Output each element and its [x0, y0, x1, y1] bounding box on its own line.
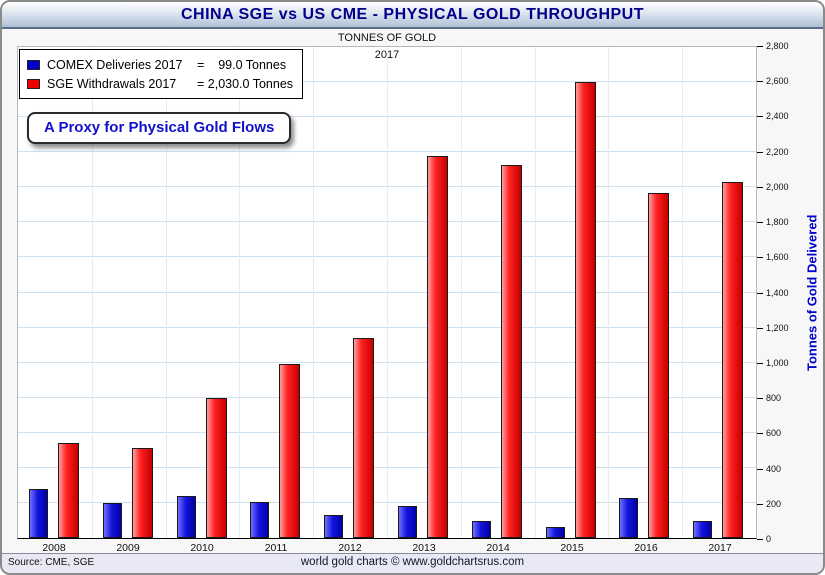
y-tick-1000: 1,000 [757, 357, 789, 368]
legend-label: COMEX Deliveries 2017 [47, 57, 183, 72]
y-tick-2400: 2,400 [757, 111, 789, 122]
y-tick-2600: 2,600 [757, 76, 789, 87]
bar-sge-2008 [57, 443, 79, 538]
gridline-v [239, 47, 241, 538]
callout-text: A Proxy for Physical Gold Flows [44, 119, 275, 136]
y-tick-2200: 2,200 [757, 146, 789, 157]
credit-note: world gold charts © www.goldchartsrus.co… [300, 556, 525, 568]
callout-box: A Proxy for Physical Gold Flows [27, 112, 292, 144]
gridline-v [387, 47, 388, 538]
y-tick-400: 400 [756, 463, 782, 474]
gridline-v [91, 47, 93, 538]
legend-value: = 99.0 Tonnes [197, 57, 287, 72]
bar-comex-2009 [102, 502, 122, 538]
x-axis-labels: 2008 2009 2010 2011 2012 2013 2014 2015 2016 2017 [17, 542, 757, 556]
y-tick-1600: 1,600 [757, 252, 789, 263]
chart-year-label: 2017 [374, 49, 400, 61]
gridline-v [313, 47, 315, 538]
y-tick-0: 0 [756, 534, 772, 544]
gridline-v [460, 47, 462, 538]
y-tick-1800: 1,800 [757, 217, 789, 228]
bar-comex-2014 [471, 521, 491, 538]
x-tick-2015: 2015 [560, 542, 584, 554]
x-tick-2017: 2017 [708, 542, 732, 554]
bar-comex-2008 [28, 488, 48, 538]
x-tick-2013: 2013 [412, 542, 436, 554]
source-note: Source: CME, SGE [8, 557, 95, 568]
gridline-v [682, 47, 684, 538]
bar-comex-2015 [545, 527, 565, 538]
bar-sge-2009 [131, 447, 153, 538]
legend-swatch-red [27, 78, 40, 89]
bar-comex-2010 [176, 495, 196, 538]
x-tick-2010: 2010 [190, 542, 214, 554]
bar-sge-2014 [500, 164, 522, 538]
y-tick-600: 600 [756, 428, 782, 439]
x-tick-2016: 2016 [634, 542, 658, 554]
y-tick-200: 200 [756, 498, 782, 509]
legend-swatch-blue [27, 59, 40, 70]
bar-comex-2016 [619, 497, 639, 538]
chart-subtitle: TONNES OF GOLD [337, 32, 437, 44]
legend-label: SGE Withdrawals 2017 [47, 76, 177, 91]
x-tick-2014: 2014 [486, 542, 510, 554]
bar-sge-2015 [574, 82, 596, 538]
x-tick-2008: 2008 [42, 542, 66, 554]
bar-comex-2013 [397, 505, 417, 538]
bar-comex-2017 [693, 520, 713, 538]
gridline-v [165, 47, 167, 538]
gridline-v [534, 47, 536, 538]
y-axis-title: Tonnes of Gold Delivered [804, 214, 820, 371]
bar-sge-2017 [722, 182, 744, 538]
y-tick-2800: 2,800 [757, 41, 789, 51]
legend-item-comex: COMEX Deliveries 2017 = 99.0 Tonnes [27, 55, 293, 74]
x-tick-2011: 2011 [264, 542, 288, 554]
legend-value: = 2,030.0 Tonnes [197, 76, 294, 91]
y-axis-ticks: 0 200 400 600 800 1,000 1,200 1,400 1,600 1,800 2,… [756, 41, 802, 544]
y-tick-2000: 2,000 [757, 181, 789, 192]
gridline-v [608, 47, 610, 538]
bar-sge-2016 [648, 192, 670, 538]
bar-sge-2010 [205, 397, 227, 538]
legend-item-sge: SGE Withdrawals 2017 = 2,030.0 Tonnes [27, 74, 293, 93]
footer-bar: Source: CME, SGE world gold charts © www… [2, 553, 823, 573]
y-tick-800: 800 [756, 393, 782, 404]
x-tick-2012: 2012 [338, 542, 362, 554]
bar-comex-2012 [324, 515, 344, 538]
title-bar: CHINA SGE vs US CME - PHYSICAL GOLD THRO… [2, 2, 823, 29]
bar-sge-2013 [426, 155, 448, 538]
bar-comex-2011 [250, 502, 270, 538]
bar-sge-2012 [353, 338, 375, 538]
plot-area [17, 46, 757, 539]
legend-box: COMEX Deliveries 2017 = 99.0 Tonnes SGE … [19, 49, 304, 99]
x-tick-2009: 2009 [116, 542, 140, 554]
y-tick-1200: 1,200 [757, 322, 789, 333]
y-tick-1400: 1,400 [757, 287, 789, 298]
bar-sge-2011 [279, 364, 301, 538]
page-title: CHINA SGE vs US CME - PHYSICAL GOLD THRO… [180, 5, 645, 23]
